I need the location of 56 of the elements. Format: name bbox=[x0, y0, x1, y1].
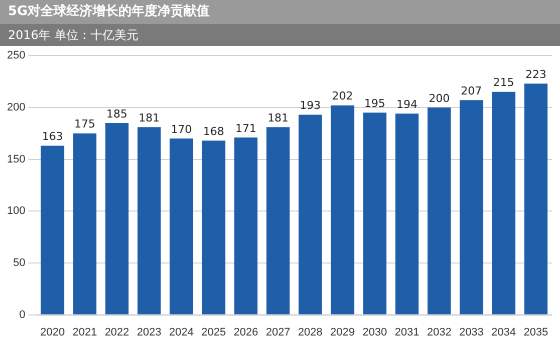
bar bbox=[330, 105, 354, 314]
data-label: 171 bbox=[235, 122, 256, 135]
data-label: 163 bbox=[42, 130, 63, 144]
bar bbox=[395, 114, 419, 314]
y-tick-label: 100 bbox=[6, 205, 26, 218]
data-label: 207 bbox=[460, 84, 482, 98]
bar bbox=[428, 107, 451, 314]
y-tick-label: 50 bbox=[13, 256, 26, 269]
data-label: 202 bbox=[332, 90, 354, 103]
bar bbox=[202, 140, 226, 314]
y-tick-label: 200 bbox=[6, 101, 26, 114]
data-label: 223 bbox=[525, 68, 546, 81]
data-label: 200 bbox=[428, 92, 450, 105]
data-label: 181 bbox=[138, 112, 160, 124]
chart-title: 5G对全球经济增长的年度净贡献值 bbox=[0, 0, 560, 24]
x-tick-label: 2030 bbox=[362, 326, 387, 338]
data-label: 215 bbox=[493, 76, 514, 90]
y-tick-label: 250 bbox=[6, 50, 26, 62]
data-label: 195 bbox=[364, 96, 386, 110]
x-tick-label: 2028 bbox=[298, 326, 323, 338]
x-tick-label: 2026 bbox=[234, 326, 258, 338]
bar bbox=[266, 127, 290, 314]
bar bbox=[298, 114, 322, 314]
data-label: 193 bbox=[300, 99, 321, 112]
x-tick-label: 2025 bbox=[201, 326, 226, 338]
x-tick-label: 2023 bbox=[136, 326, 162, 338]
data-label: 168 bbox=[203, 124, 224, 138]
x-tick-label: 2021 bbox=[72, 326, 97, 338]
bar bbox=[73, 133, 96, 314]
bar bbox=[40, 146, 64, 314]
data-label: 175 bbox=[74, 118, 96, 131]
data-label: 194 bbox=[396, 98, 418, 112]
data-label: 170 bbox=[170, 122, 192, 136]
x-tick-label: 2024 bbox=[169, 326, 194, 338]
x-tick-label: 2020 bbox=[40, 326, 65, 338]
y-tick-label: 150 bbox=[6, 153, 26, 166]
bar bbox=[524, 84, 548, 314]
x-tick-label: 2029 bbox=[330, 326, 355, 338]
y-tick-label: 0 bbox=[19, 308, 26, 321]
bar bbox=[363, 112, 386, 314]
x-tick-label: 2027 bbox=[266, 326, 290, 338]
x-tick-label: 2022 bbox=[104, 326, 130, 338]
bar bbox=[170, 138, 194, 314]
bar bbox=[105, 122, 129, 314]
chart-subtitle: 2016年 单位：十亿美元 bbox=[0, 24, 560, 46]
x-tick-label: 2034 bbox=[491, 326, 516, 338]
x-tick-label: 2031 bbox=[394, 326, 420, 338]
x-tick-label: 2035 bbox=[524, 326, 548, 338]
data-label: 185 bbox=[106, 107, 128, 120]
x-tick-label: 2032 bbox=[426, 326, 452, 338]
bar bbox=[234, 138, 258, 314]
bar bbox=[492, 92, 516, 314]
x-tick-label: 2033 bbox=[459, 326, 484, 338]
data-label: 181 bbox=[268, 112, 289, 124]
bar bbox=[138, 127, 161, 314]
bar bbox=[460, 100, 484, 314]
